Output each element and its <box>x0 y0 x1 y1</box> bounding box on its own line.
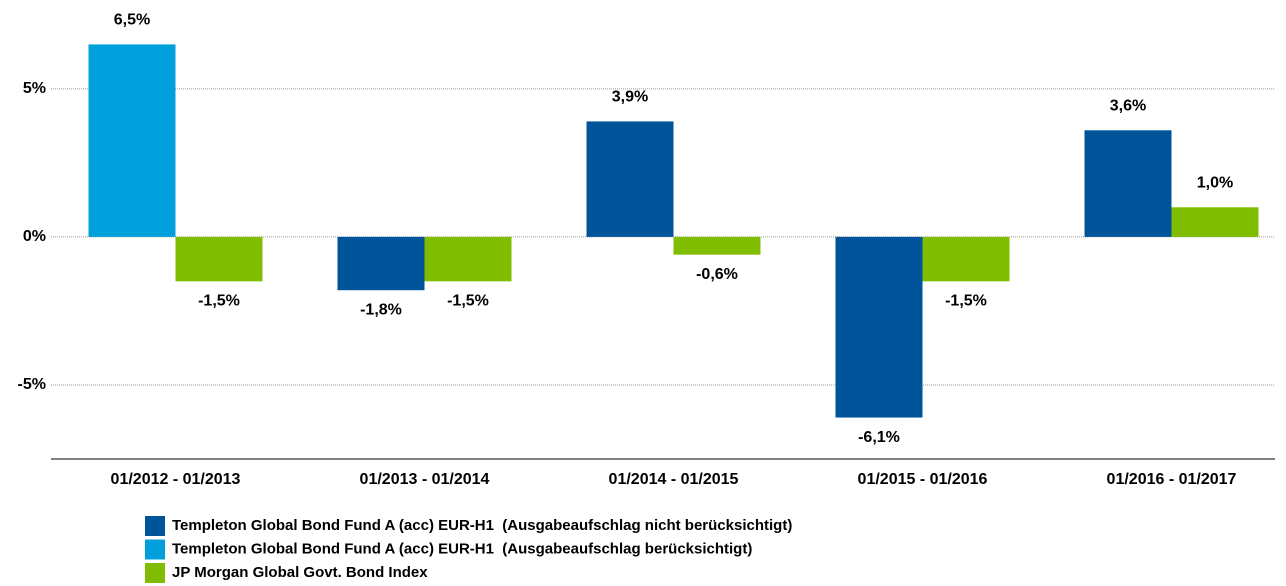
bar <box>586 121 674 237</box>
value-label: -1,8% <box>360 301 402 318</box>
x-tick-label: 01/2015 - 01/2016 <box>858 471 988 488</box>
legend-swatch <box>145 539 165 560</box>
x-tick-label: 01/2014 - 01/2015 <box>609 471 739 488</box>
value-label: -1,5% <box>945 293 987 310</box>
bar <box>1084 130 1172 237</box>
bar <box>673 236 761 255</box>
legend-label: Templeton Global Bond Fund A (acc) EUR-H… <box>172 540 752 557</box>
value-label: 3,6% <box>1110 98 1146 115</box>
y-tick-label: -5% <box>18 376 46 393</box>
bar <box>424 236 512 282</box>
x-tick-label: 01/2016 - 01/2017 <box>1107 471 1237 488</box>
legend-swatch <box>145 563 165 583</box>
bar <box>337 236 425 291</box>
value-label: 1,0% <box>1197 175 1233 192</box>
bar <box>1171 207 1259 237</box>
value-label: -0,6% <box>696 266 738 283</box>
value-label: -6,1% <box>858 429 900 446</box>
y-tick-label: 5% <box>23 80 46 97</box>
x-tick-label: 01/2012 - 01/2013 <box>111 471 241 488</box>
y-tick-label: 0% <box>23 228 46 245</box>
value-label: 3,9% <box>612 89 648 106</box>
x-tick-label: 01/2013 - 01/2014 <box>360 471 490 488</box>
value-label: -1,5% <box>447 293 489 310</box>
bar <box>175 236 263 282</box>
value-label: 6,5% <box>114 12 150 29</box>
legend-label: JP Morgan Global Govt. Bond Index <box>172 564 428 581</box>
bar <box>835 236 923 418</box>
value-label: -1,5% <box>198 293 240 310</box>
bar <box>922 236 1010 282</box>
legend-swatch <box>145 516 165 536</box>
legend-label: Templeton Global Bond Fund A (acc) EUR-H… <box>172 517 792 534</box>
bar <box>88 44 176 237</box>
